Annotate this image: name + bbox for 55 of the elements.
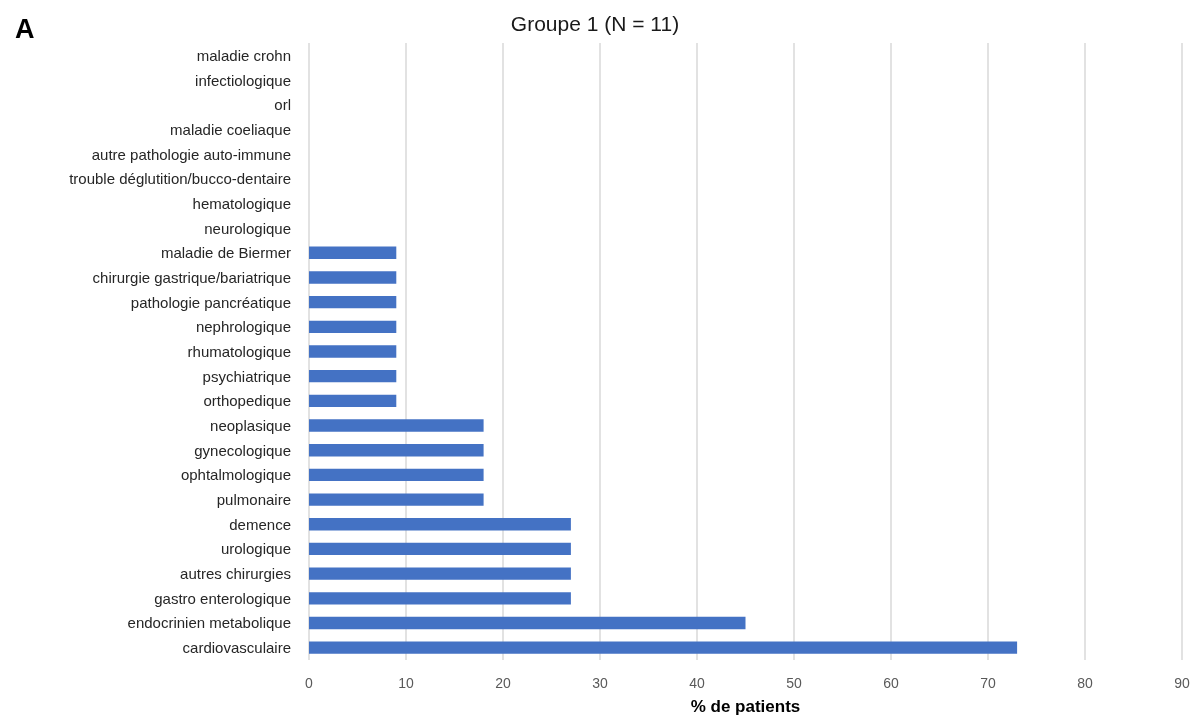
y-tick-label: chirurgie gastrique/bariatrique [92,268,291,286]
bar [309,370,397,383]
y-tick-label: autre pathologie auto-immune [91,145,291,163]
bar [309,493,484,506]
y-tick-label: autres chirurgies [180,565,291,583]
bar [309,246,397,259]
y-tick-label: nephrologique [195,318,291,336]
bar [309,542,571,556]
y-tick-label: maladie coeliaque [170,120,291,138]
y-tick-label: trouble déglutition/bucco-dentaire [69,170,291,188]
text: A [15,13,35,44]
chart-title: Groupe 1 (N = 11) [510,12,680,35]
x-tick-label: 40 [689,675,705,691]
bar [309,592,571,605]
x-tick-label: 10 [398,675,414,691]
y-tick-label: maladie de Biermer [160,244,291,262]
bar [309,271,397,284]
y-tick-label: ophtalmologique [180,466,291,484]
bar [309,468,484,482]
x-tick-label: 90 [1174,675,1190,691]
y-tick-label: pulmonaire [216,491,291,509]
bar [309,518,571,531]
bar [309,345,397,358]
y-tick-label: endocrinien metabolique [127,614,291,632]
bar [309,295,397,309]
y-tick-label: pathologie pancréatique [130,293,291,311]
bar [309,616,746,630]
bar [309,567,571,580]
y-tick-label: hematologique [192,194,291,212]
y-tick-label: maladie crohn [196,46,291,64]
y-tick-label: orl [274,96,291,114]
x-axis-title: % de patients [690,697,801,716]
x-tick-label: 50 [786,675,802,691]
bar [309,394,397,408]
y-tick-label: infectiologique [195,71,291,89]
x-tick-label: 0 [305,675,314,691]
y-tick-label: urologique [220,540,291,558]
y-tick-label: rhumatologique [187,343,291,360]
y-tick-label: psychiatrique [202,367,291,385]
y-tick-label: demence [229,515,291,533]
bar [309,444,484,457]
x-tick-label: 70 [980,675,996,691]
bar [309,419,484,432]
y-tick-label: orthopedique [203,392,291,410]
y-tick-label: neurologique [204,219,291,237]
y-tick-label: gastro enterologique [154,589,291,607]
bar [309,320,397,333]
x-tick-label: 80 [1077,675,1093,691]
x-tick-label: 20 [495,675,511,691]
bar [309,641,1018,654]
x-tick-label: 60 [883,675,899,691]
y-tick-label: gynecologique [194,441,291,459]
x-tick-label: 30 [592,675,608,691]
y-tick-label: neoplasique [210,417,291,435]
y-tick-label: cardiovasculaire [182,639,291,657]
